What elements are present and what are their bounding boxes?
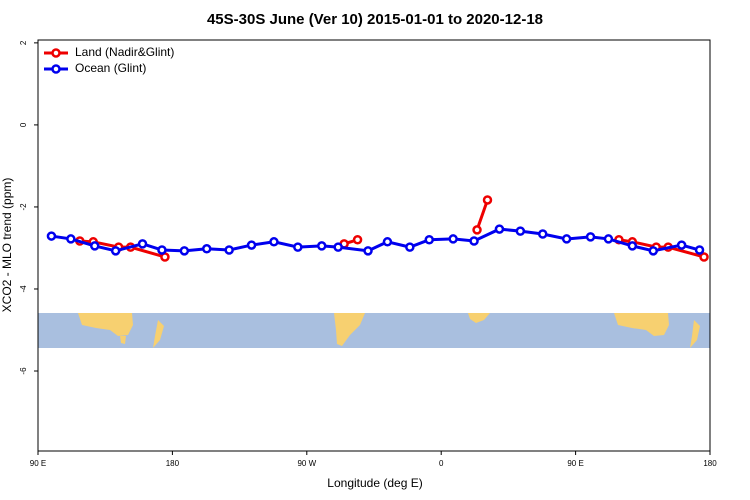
x-tick-label: 90 E [567, 459, 583, 468]
tasmania [120, 336, 126, 344]
new-zealand [690, 320, 700, 348]
africa [468, 313, 490, 323]
data-point [110, 246, 121, 256]
series-line [51, 227, 700, 253]
legend-label: Ocean (Glint) [75, 61, 146, 75]
data-point [448, 234, 458, 244]
data-point [246, 240, 257, 250]
data-point [469, 236, 479, 246]
y-tick-label: -6 [19, 367, 28, 375]
data-point [157, 245, 167, 255]
data-point [89, 241, 100, 251]
data-point [515, 226, 526, 236]
data-point [316, 241, 327, 251]
x-tick-label: 0 [439, 459, 444, 468]
data-point [494, 224, 505, 234]
data-point [482, 195, 493, 205]
data-point [137, 239, 148, 249]
data-point [603, 234, 614, 244]
chart-title: 45S-30S June (Ver 10) 2015-01-01 to 2020… [207, 11, 543, 28]
ocean-background [38, 313, 710, 348]
new-zealand [153, 320, 164, 348]
y-tick-label: -2 [19, 203, 28, 211]
data-point [224, 245, 234, 255]
data-point [66, 234, 76, 244]
data-point [179, 246, 190, 256]
data-point [676, 240, 687, 250]
data-point [405, 242, 415, 252]
data-point [46, 231, 57, 241]
data-point [333, 242, 343, 252]
x-tick-label: 90 W [297, 459, 316, 468]
legend-marker [51, 64, 61, 74]
x-tick-label: 90 E [30, 459, 46, 468]
south-america [334, 313, 365, 346]
legend-marker [51, 48, 61, 58]
data-point [648, 246, 659, 256]
data-point [699, 252, 709, 262]
y-tick-label: -4 [19, 285, 28, 293]
data-point [627, 241, 638, 251]
australia [614, 313, 669, 336]
data-point [585, 232, 596, 242]
australia [78, 313, 133, 336]
data-point [382, 237, 393, 247]
y-axis-label: XCO2 - MLO trend (ppm) [0, 178, 14, 313]
legend-label: Land (Nadir&Glint) [75, 45, 174, 59]
x-axis-label: Longitude (deg E) [327, 476, 422, 490]
y-tick-label: 2 [19, 40, 28, 45]
data-point [352, 235, 363, 245]
y-tick-label: 0 [19, 122, 28, 127]
data-point [201, 244, 212, 254]
data-point [269, 237, 279, 247]
plot-frame [37, 39, 711, 452]
x-tick-label: 180 [166, 459, 180, 468]
data-point [561, 234, 572, 244]
data-point [537, 229, 548, 239]
data-point [363, 246, 373, 256]
data-point [694, 245, 705, 255]
data-point [293, 242, 303, 252]
data-point [472, 225, 482, 235]
map-strip [38, 313, 710, 348]
series-line [79, 199, 705, 259]
x-tick-label: 180 [703, 459, 717, 468]
data-point [424, 235, 435, 245]
